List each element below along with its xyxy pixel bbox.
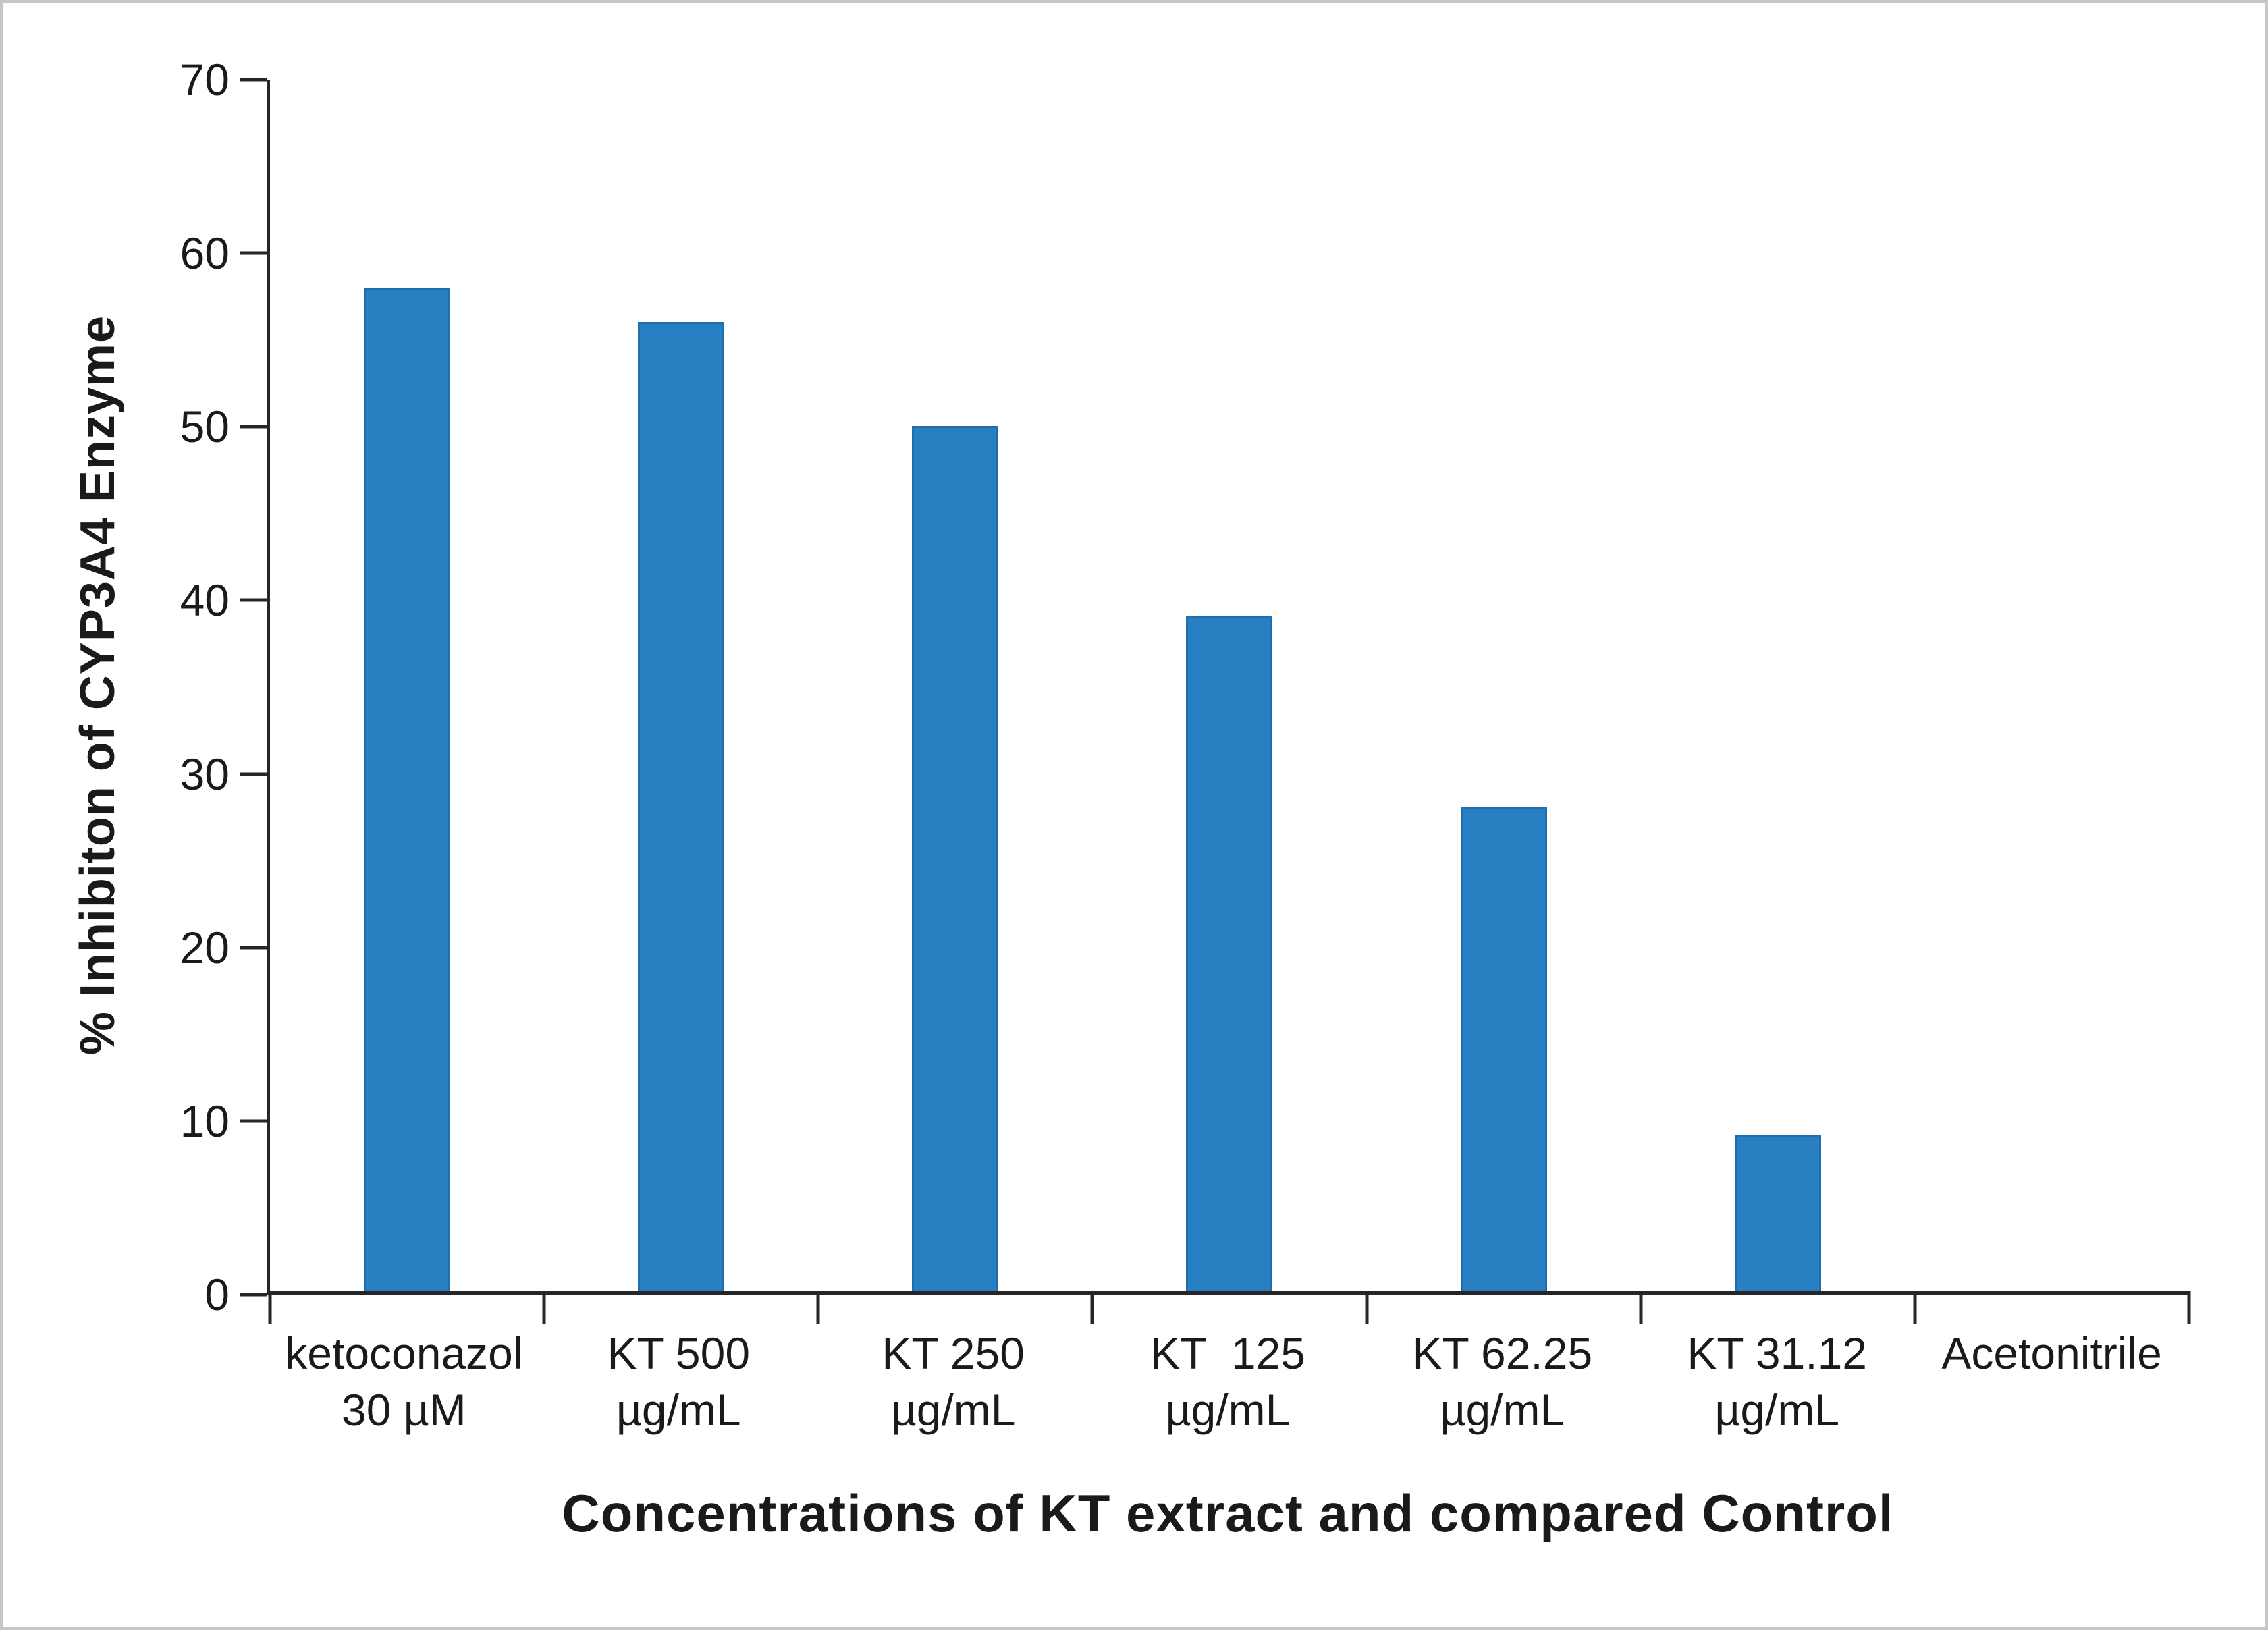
y-tick-mark [240,1119,267,1123]
x-axis-title: Concentrations of KT extract and compare… [562,1484,1894,1543]
x-boundary-tick [1639,1291,1643,1324]
bar-slot [1367,80,1641,1291]
y-axis: 0 10 20 30 40 50 60 70 [3,57,267,1317]
bar-4 [1186,616,1273,1291]
category-label: KT 125 µg/mL [1150,1328,1305,1435]
bar-slot [1092,80,1366,1291]
y-tick-mark [240,425,267,429]
x-boundary-tick [1090,1291,1094,1324]
x-boundary-tick [268,1291,272,1324]
y-tick-mark [240,598,267,602]
y-tick-label: 40 [180,575,230,626]
bar-slot [818,80,1092,1291]
y-tick-label: 70 [180,55,230,105]
y-tick-label: 20 [180,922,230,973]
y-tick-mark [240,78,267,82]
bar-1 [364,287,451,1291]
category-label: KT 250 µg/mL [882,1328,1025,1435]
bar-slot [1641,80,1915,1291]
bar-6 [1734,1135,1821,1291]
bar-5 [1460,807,1547,1291]
x-boundary-tick [1365,1291,1369,1324]
y-tick-mark [240,772,267,776]
x-boundary-tick [2187,1291,2191,1324]
x-boundary-tick [542,1291,546,1324]
category-label: KT 31.12 µg/mL [1687,1328,1868,1435]
y-tick-label: 0 [205,1270,230,1320]
plot-area [267,80,2191,1324]
bar-slot [1915,80,2189,1291]
category-label: KT 62.25 µg/mL [1412,1328,1593,1435]
category-label: ketoconazol 30 µM [285,1328,523,1435]
y-tick-label: 30 [180,749,230,799]
category-label: Acetonitrile [1941,1328,2162,1378]
bar-3 [912,425,999,1291]
bar-slot [544,80,818,1291]
category-label: KT 500 µg/mL [607,1328,751,1435]
y-tick-label: 50 [180,402,230,452]
x-axis-category-labels: ketoconazol 30 µM KT 500 µg/mL KT 250 µg/m… [267,1325,2189,1473]
y-tick-mark [240,251,267,255]
y-tick-label: 60 [180,228,230,279]
y-tick-label: 10 [180,1095,230,1146]
y-tick-mark [240,946,267,950]
x-boundary-tick [816,1291,820,1324]
x-boundary-tick [1913,1291,1917,1324]
bar-slot [270,80,544,1291]
y-tick-mark [240,1293,267,1297]
bar-2 [638,322,725,1291]
